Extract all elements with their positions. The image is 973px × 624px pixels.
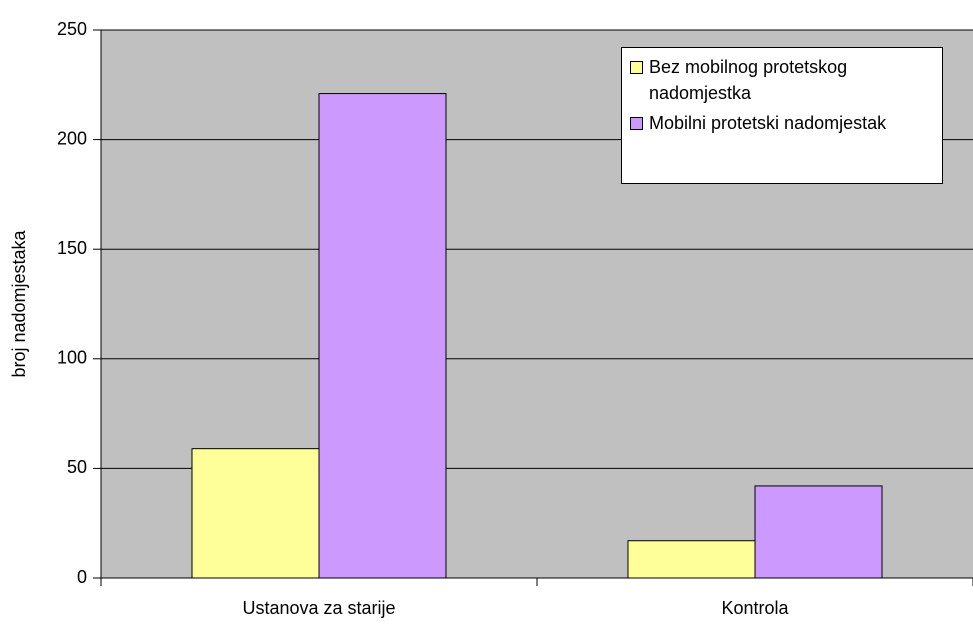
legend-entry: Bez mobilnog protetskog nadomjestka bbox=[630, 54, 934, 106]
legend-label: Mobilni protetski nadomjestak bbox=[649, 113, 887, 133]
bar bbox=[754, 485, 883, 579]
y-axis-label: broj nadomjestaka bbox=[9, 229, 29, 377]
bar bbox=[191, 448, 320, 579]
y-tick-label: 0 bbox=[77, 567, 87, 587]
x-tick-label: Kontrola bbox=[721, 598, 789, 618]
bar bbox=[627, 540, 756, 579]
legend: Bez mobilnog protetskog nadomjestka Mobil… bbox=[621, 47, 943, 184]
y-tick-label: 100 bbox=[57, 348, 87, 368]
y-tick-label: 250 bbox=[57, 19, 87, 39]
y-tick-label: 200 bbox=[57, 128, 87, 148]
legend-swatch bbox=[630, 61, 643, 74]
legend-swatch bbox=[630, 117, 643, 130]
y-tick-label: 150 bbox=[57, 238, 87, 258]
y-tick-label: 50 bbox=[67, 457, 87, 477]
legend-entry: Mobilni protetski nadomjestak bbox=[630, 110, 934, 136]
legend-label: Bez mobilnog protetskog nadomjestka bbox=[649, 57, 848, 103]
x-tick-label: Ustanova za starije bbox=[242, 598, 395, 618]
bar bbox=[318, 93, 447, 579]
